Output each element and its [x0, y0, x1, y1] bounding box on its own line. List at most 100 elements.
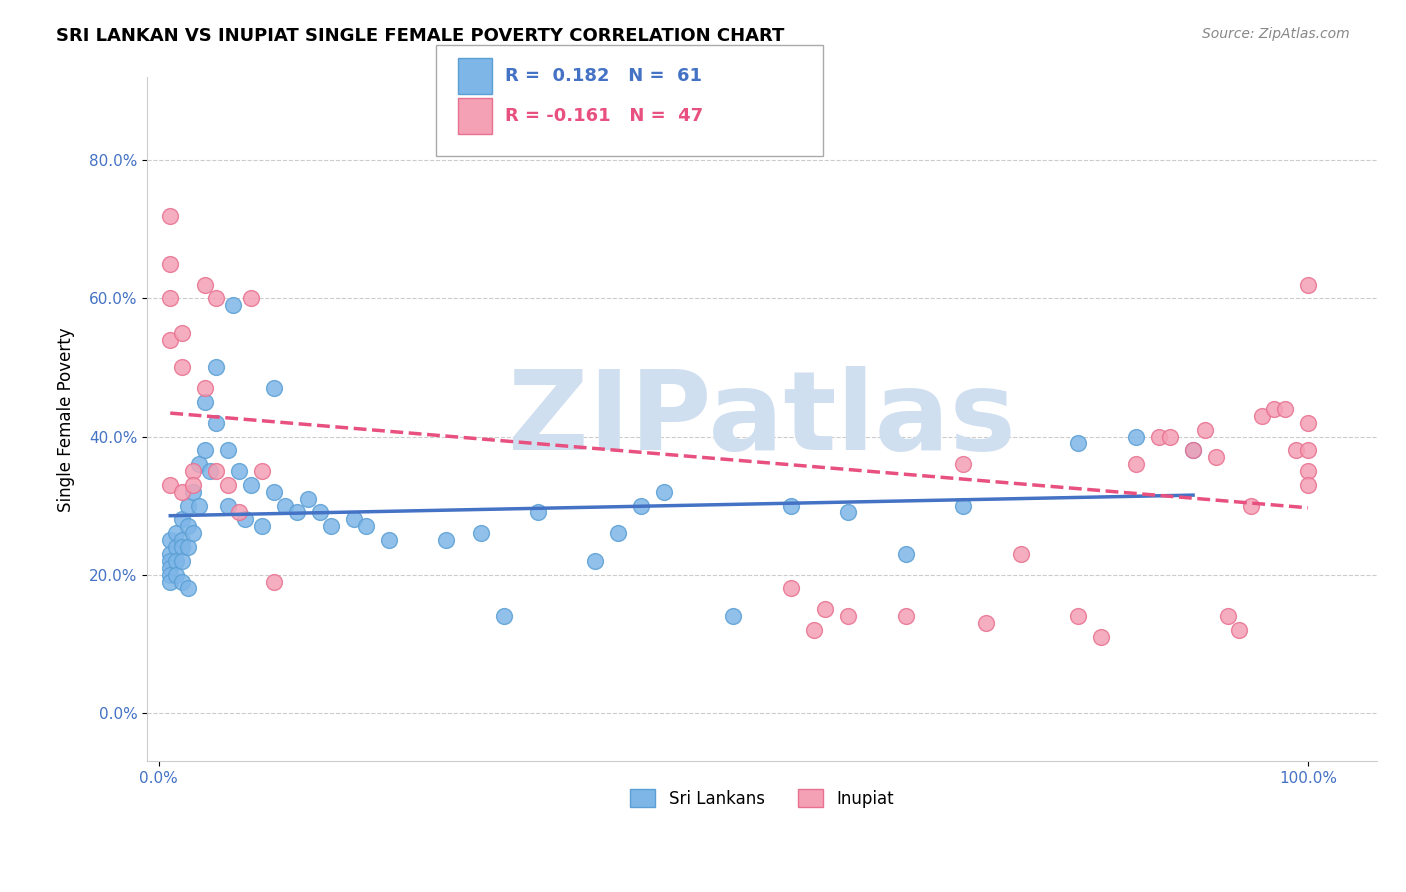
- Point: [377, 533, 399, 547]
- Point: [165, 526, 187, 541]
- Point: [217, 499, 239, 513]
- Point: [205, 416, 228, 430]
- Point: [194, 381, 217, 395]
- Point: [1263, 401, 1285, 416]
- Point: [585, 554, 607, 568]
- Point: [1296, 443, 1319, 458]
- Point: [814, 602, 837, 616]
- Point: [803, 623, 825, 637]
- Point: [1205, 450, 1227, 465]
- Point: [159, 292, 181, 306]
- Point: [222, 298, 245, 312]
- Point: [894, 547, 917, 561]
- Point: [170, 484, 193, 499]
- Point: [1182, 443, 1205, 458]
- Point: [170, 360, 193, 375]
- Point: [170, 512, 193, 526]
- Point: [200, 464, 222, 478]
- Text: Source: ZipAtlas.com: Source: ZipAtlas.com: [1202, 27, 1350, 41]
- Point: [779, 499, 801, 513]
- Text: SRI LANKAN VS INUPIAT SINGLE FEMALE POVERTY CORRELATION CHART: SRI LANKAN VS INUPIAT SINGLE FEMALE POVE…: [56, 27, 785, 45]
- Point: [1159, 429, 1181, 443]
- Point: [239, 292, 262, 306]
- Point: [723, 609, 745, 624]
- Point: [159, 478, 181, 492]
- Text: R = -0.161   N =  47: R = -0.161 N = 47: [505, 107, 703, 125]
- Point: [607, 526, 630, 541]
- Point: [1296, 478, 1319, 492]
- Point: [894, 609, 917, 624]
- Point: [159, 560, 181, 574]
- Text: R =  0.182   N =  61: R = 0.182 N = 61: [505, 67, 702, 85]
- Point: [170, 574, 193, 589]
- Point: [630, 499, 652, 513]
- Point: [654, 484, 676, 499]
- Point: [188, 457, 211, 471]
- Point: [297, 491, 319, 506]
- Point: [343, 512, 366, 526]
- Point: [308, 506, 330, 520]
- Point: [470, 526, 492, 541]
- Point: [1239, 499, 1261, 513]
- Point: [274, 499, 297, 513]
- Text: ZIPatlas: ZIPatlas: [508, 366, 1017, 473]
- Point: [1125, 457, 1147, 471]
- Point: [159, 567, 181, 582]
- Point: [233, 512, 256, 526]
- Point: [176, 499, 198, 513]
- Point: [263, 574, 285, 589]
- Point: [492, 609, 515, 624]
- Point: [263, 484, 285, 499]
- Point: [779, 582, 801, 596]
- Point: [181, 464, 204, 478]
- Point: [1285, 443, 1308, 458]
- Point: [170, 533, 193, 547]
- Point: [181, 478, 204, 492]
- Point: [159, 257, 181, 271]
- Point: [228, 506, 250, 520]
- Y-axis label: Single Female Poverty: Single Female Poverty: [58, 327, 75, 512]
- Point: [217, 443, 239, 458]
- Point: [194, 395, 217, 409]
- Point: [181, 484, 204, 499]
- Point: [1296, 464, 1319, 478]
- Legend: Sri Lankans, Inupiat: Sri Lankans, Inupiat: [624, 783, 901, 814]
- Point: [165, 567, 187, 582]
- Point: [176, 519, 198, 533]
- Point: [837, 609, 859, 624]
- Point: [239, 478, 262, 492]
- Point: [165, 554, 187, 568]
- Point: [1216, 609, 1239, 624]
- Point: [837, 506, 859, 520]
- Point: [181, 526, 204, 541]
- Point: [1067, 609, 1090, 624]
- Point: [159, 533, 181, 547]
- Point: [170, 326, 193, 340]
- Point: [952, 457, 974, 471]
- Point: [321, 519, 343, 533]
- Point: [1194, 423, 1216, 437]
- Point: [217, 478, 239, 492]
- Point: [176, 582, 198, 596]
- Point: [194, 443, 217, 458]
- Point: [205, 292, 228, 306]
- Point: [205, 464, 228, 478]
- Point: [527, 506, 550, 520]
- Point: [176, 540, 198, 554]
- Point: [194, 277, 217, 292]
- Point: [170, 554, 193, 568]
- Point: [1067, 436, 1090, 450]
- Point: [285, 506, 308, 520]
- Point: [1147, 429, 1170, 443]
- Point: [1296, 416, 1319, 430]
- Point: [159, 209, 181, 223]
- Point: [250, 464, 273, 478]
- Point: [1251, 409, 1274, 423]
- Point: [170, 540, 193, 554]
- Point: [165, 540, 187, 554]
- Point: [1125, 429, 1147, 443]
- Point: [1182, 443, 1205, 458]
- Point: [434, 533, 457, 547]
- Point: [974, 615, 997, 630]
- Point: [188, 499, 211, 513]
